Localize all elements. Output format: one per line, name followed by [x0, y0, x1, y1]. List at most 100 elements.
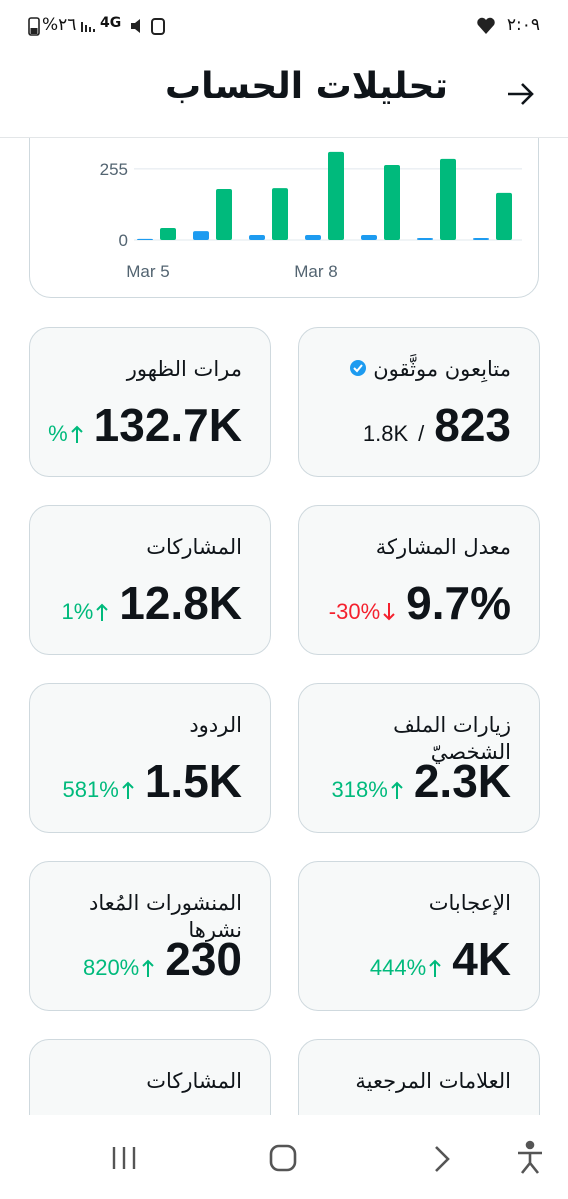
header: تحليلات الحساب: [0, 52, 568, 138]
metric-label: العلامات المرجعية: [311, 1068, 511, 1095]
change-text: 1%: [61, 599, 94, 624]
heart-icon: [477, 17, 495, 34]
label-text: متابِعون موثَّقون: [373, 357, 511, 381]
x-tick-label: Mar 8: [294, 262, 337, 281]
x-tick-label: Mar 5: [126, 262, 169, 281]
bar: [272, 188, 288, 240]
metric-value: 132.7K: [93, 399, 242, 451]
metric-card: الردود 581% 1.5K: [29, 683, 271, 833]
label-text: المنشورات المُعاد نشرها: [89, 891, 242, 942]
change-text: 444%: [369, 955, 427, 980]
label-text: العلامات المرجعية: [355, 1069, 511, 1093]
metric-row: 1.8K / 823: [363, 398, 511, 452]
signal-icon: [81, 22, 95, 32]
trend-arrow: [142, 959, 154, 977]
label-text: مرات الظهور: [126, 357, 242, 381]
metric-card: المشاركات 1% 12.8K: [29, 505, 271, 655]
trend-arrow: [429, 959, 441, 977]
arrow-path: [122, 781, 134, 799]
bar: [361, 234, 377, 240]
network: 4G: [100, 15, 122, 31]
trend-arrow: [383, 603, 395, 621]
metric-card: مرات الظهور% 132.7K: [29, 327, 271, 477]
page-title: تحليلات الحساب: [164, 66, 448, 107]
bar: [216, 188, 232, 240]
metric-change: 581%: [63, 777, 135, 803]
metric-change: 820%: [83, 955, 155, 981]
back-button[interactable]: [504, 78, 536, 110]
mute-icons: [131, 18, 165, 35]
metric-label: متابِعون موثَّقون: [311, 356, 511, 383]
bar: [417, 238, 433, 240]
metric-change: 1%: [61, 599, 109, 625]
metric-label: الإعجابات: [311, 890, 511, 917]
arrow-path: [383, 603, 395, 621]
battery-icon: [28, 17, 40, 36]
home-button[interactable]: [269, 1144, 297, 1172]
battery-level: %٢٦: [42, 15, 77, 35]
trend-arrow: [122, 781, 134, 799]
metric-total: 1.8K: [362, 421, 409, 446]
metric-row: 820% 230: [83, 932, 242, 986]
nav-bar: [0, 1115, 568, 1199]
change-text: %: [48, 421, 68, 446]
metric-card: الإعجابات 444% 4K: [298, 861, 540, 1011]
separator: /: [418, 421, 425, 446]
metric-row: 444% 4K: [370, 932, 511, 986]
metric-label: معدل المشاركة: [311, 534, 511, 561]
metric-label: المنشورات المُعاد نشرها: [42, 890, 242, 944]
metric-card: زيارات الملف الشخصيّ 318% 2.3K: [298, 683, 540, 833]
label-text: معدل المشاركة: [375, 535, 511, 559]
chart: 0 255 Mar 5 Mar 8: [100, 151, 522, 281]
metric-card: معدل المشاركة -30% 9.7%: [298, 505, 540, 655]
label-text: الإعجابات: [428, 891, 511, 915]
label-text: المشاركات: [146, 1069, 242, 1093]
change-text: 318%: [331, 777, 388, 802]
time: ٢:٠٩: [506, 15, 540, 35]
metric-label: المشاركات: [42, 534, 242, 561]
bar: [193, 231, 209, 240]
bar: [137, 238, 153, 240]
metric-label: مرات الظهور: [42, 356, 242, 383]
metric-change: 444%: [370, 955, 442, 981]
label-text: الردود: [189, 713, 242, 737]
recents-button[interactable]: [112, 1147, 136, 1169]
metric-value: 12.8K: [119, 577, 242, 629]
metric-value: 823: [434, 399, 511, 451]
change-text: 820%: [82, 955, 140, 980]
trend-arrow: [70, 425, 83, 443]
metric-change: 318%: [332, 777, 404, 803]
metric-value: 4K: [452, 933, 511, 985]
back-nav-button[interactable]: [435, 1146, 450, 1172]
accessibility-button[interactable]: [518, 1140, 542, 1174]
verified-badge: [350, 360, 367, 376]
bar: [440, 158, 456, 240]
metric-value: 1.5K: [144, 755, 242, 807]
y-tick-label: 255: [100, 160, 128, 179]
arrow-path: [142, 959, 154, 977]
arrow-path: [391, 781, 403, 799]
metric-change: %: [48, 421, 84, 447]
bar: [328, 151, 344, 240]
metric-label: زيارات الملف الشخصيّ: [311, 712, 511, 766]
bar: [305, 234, 321, 240]
change-text: -30%: [328, 599, 381, 624]
metric-value: 230: [165, 933, 242, 985]
arrow-path: [70, 425, 83, 443]
metric-row: 581% 1.5K: [63, 754, 242, 808]
metric-row: % 132.7K: [48, 398, 242, 452]
badge-check: [353, 364, 364, 373]
bar: [384, 165, 400, 240]
chart-card: 0 255 Mar 5 Mar 8: [29, 80, 539, 298]
metric-card: متابِعون موثَّقون 1.8K / 823: [298, 327, 540, 477]
label-text: زيارات الملف الشخصيّ: [393, 713, 511, 764]
status-bar: ٢:٠٩ %٢٦ 4G: [0, 0, 568, 52]
metric-row: 318% 2.3K: [332, 754, 511, 808]
badge-circle: [350, 360, 367, 376]
label-text: المشاركات: [146, 535, 242, 559]
metric-label: المشاركات: [42, 1068, 242, 1095]
metric-change: -30%: [329, 599, 396, 625]
metric-value: 2.3K: [413, 755, 511, 807]
metric-row: 1% 12.8K: [61, 576, 242, 630]
metric-label: الردود: [42, 712, 242, 739]
